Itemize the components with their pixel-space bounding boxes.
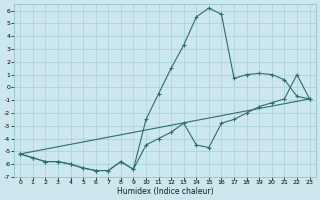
X-axis label: Humidex (Indice chaleur): Humidex (Indice chaleur)	[116, 187, 213, 196]
